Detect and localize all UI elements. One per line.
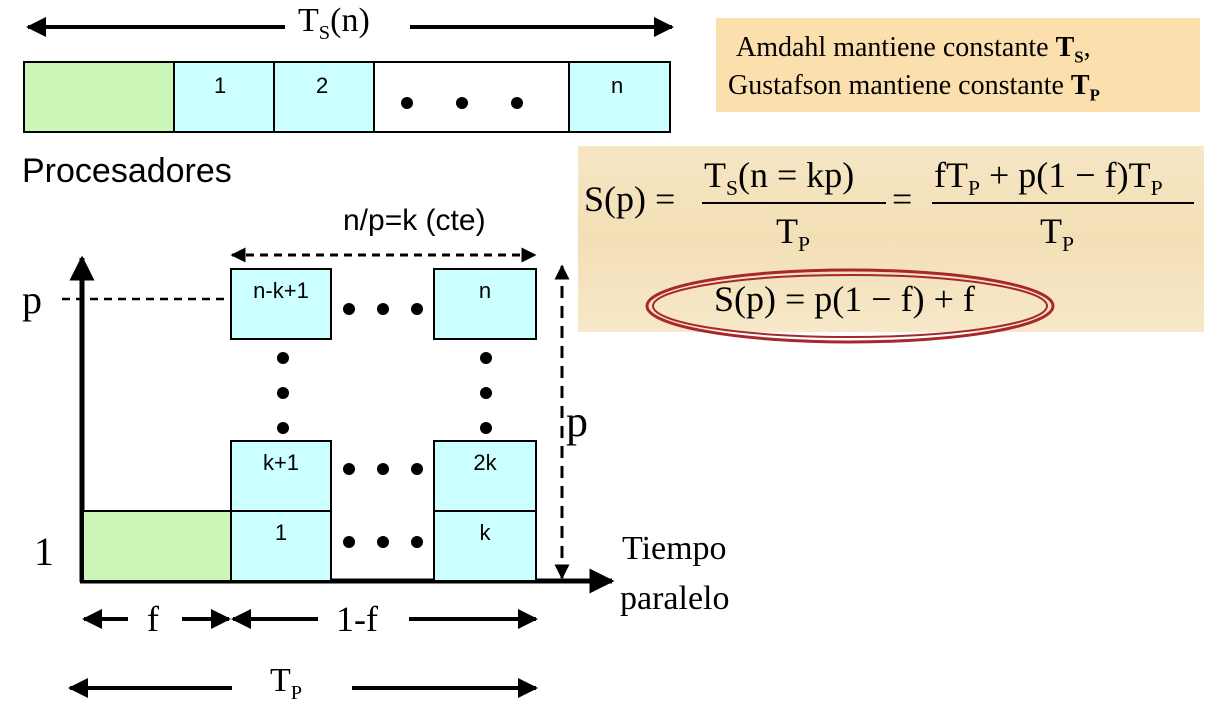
ellipsis-dots	[277, 303, 492, 548]
one-axis-label: 1	[34, 529, 54, 574]
formula-eq: =	[892, 179, 913, 219]
cell-k1-label: k+1	[262, 450, 300, 475]
frac2-numerator: fTP + p(1 − f)TP	[934, 155, 1163, 201]
sequential-block	[82, 510, 232, 582]
top-bar-cell-1	[173, 61, 275, 133]
result-ellipse	[645, 268, 1055, 344]
procesadores-label: Procesadores	[22, 152, 232, 190]
tp-label: TP	[270, 662, 303, 704]
top-bar-gap	[373, 61, 570, 133]
frac1-numerator: TS(n = kp)	[704, 155, 855, 201]
note-line-1: Amdahl mantiene constante TS,	[736, 32, 1091, 67]
cell-n	[433, 268, 537, 340]
cell-1-label: 1	[274, 520, 288, 545]
note-line-2: Gustafson mantiene constante TP	[728, 70, 1100, 105]
one-minus-f-label: 1-f	[336, 599, 378, 639]
ts-label: TS(n)	[298, 2, 370, 44]
top-bar-green	[23, 61, 175, 133]
formula-lhs: S(p) =	[584, 179, 676, 219]
np-label: n/p=k (cte)	[343, 204, 486, 237]
cell-nk1	[230, 268, 332, 340]
top-cell-1-label: 1	[214, 73, 227, 98]
p-axis-label: p	[22, 277, 42, 322]
frac2-denominator: TP	[1040, 211, 1075, 257]
top-bar-cell-n	[568, 61, 671, 133]
frac2-bar	[932, 202, 1194, 204]
top-cell-2-label: 2	[316, 73, 329, 98]
cell-2k	[433, 440, 537, 512]
result-formula: S(p) = p(1 − f) + f	[714, 279, 975, 319]
frac1-denominator: TP	[776, 211, 811, 257]
frac1-bar	[702, 202, 886, 204]
tiempo-label: Tiempo	[622, 530, 727, 567]
p-height-label: p	[566, 397, 588, 446]
top-cell-n-label: n	[611, 73, 624, 98]
cell-k1	[230, 440, 332, 512]
cell-nk1-label: n-k+1	[253, 278, 309, 303]
top-bar-cell-2	[273, 61, 375, 133]
cell-k-label: k	[479, 520, 491, 545]
formula-panel	[578, 146, 1204, 332]
f-label: f	[147, 599, 159, 639]
paralelo-label: paralelo	[620, 580, 730, 617]
cell-n-label: n	[478, 278, 492, 303]
note-box: Amdahl mantiene constante TS, Gustafson …	[716, 18, 1200, 112]
cell-2k-label: 2k	[473, 450, 497, 475]
